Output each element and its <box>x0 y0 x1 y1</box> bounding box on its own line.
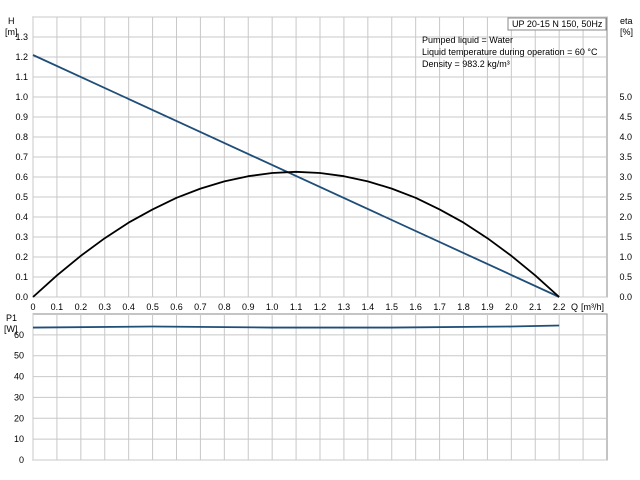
x-tick-label: 2.0 <box>505 302 518 312</box>
x-tick-label: 1.0 <box>266 302 279 312</box>
y-right-tick-label: 0.5 <box>619 272 632 282</box>
x-tick-label: 0.5 <box>146 302 159 312</box>
title-box <box>507 17 607 31</box>
y-left-tick-label: 1.3 <box>15 32 28 42</box>
y-right-tick-label: 5.0 <box>619 92 632 102</box>
y-left-tick-label: 0.5 <box>15 192 28 202</box>
y-right-tick-label: 1.5 <box>619 232 632 242</box>
x-tick-label: 0.7 <box>194 302 207 312</box>
x-tick-label: 0.2 <box>75 302 88 312</box>
x-tick-label: 2.1 <box>529 302 542 312</box>
y-left-tick-label: 0.6 <box>15 172 28 182</box>
bottom-gridlines <box>32 314 607 461</box>
efficiency-curve <box>32 170 560 298</box>
y-left-tick-label: 0.2 <box>15 252 28 262</box>
x-tick-label: 1.3 <box>338 302 351 312</box>
y-right-tick-label: 3.0 <box>619 172 632 182</box>
power-curve <box>32 324 560 329</box>
x-tick-label: 0 <box>30 302 35 312</box>
y-left-tick-label: 0.9 <box>15 112 28 122</box>
y-left-tick-label: 0.4 <box>15 212 28 222</box>
power-tick-label: 30 <box>14 392 24 402</box>
chart-title: UP 20-15 N 150, 50Hz <box>512 19 603 29</box>
x-tick-label: 0.4 <box>122 302 135 312</box>
power-tick-label: 0 <box>19 455 24 465</box>
power-tick-label: 20 <box>14 413 24 423</box>
y-left-tick-label: 0.0 <box>15 292 28 302</box>
y-left-tick-label: 1.0 <box>15 92 28 102</box>
y-left-axis-unit: [m] <box>5 27 18 37</box>
bottom-series-group <box>32 324 560 329</box>
x-tick-label: 1.6 <box>409 302 422 312</box>
power-tick-label: 10 <box>14 434 24 444</box>
power-axis-unit: [W] <box>4 324 18 334</box>
y-right-tick-label: 1.0 <box>619 252 632 262</box>
y-right-tick-label: 3.5 <box>619 152 632 162</box>
x-tick-label: 1.5 <box>385 302 398 312</box>
power-tick-label: 60 <box>14 330 24 340</box>
y-left-tick-label: 0.7 <box>15 152 28 162</box>
note-density: Density = 983.2 kg/m³ <box>422 59 510 69</box>
y-left-tick-label: 0.8 <box>15 132 28 142</box>
x-tick-label: 1.7 <box>433 302 446 312</box>
y-right-tick-label: 0.0 <box>619 292 632 302</box>
x-tick-label: 1.9 <box>481 302 494 312</box>
y-left-tick-label: 1.2 <box>15 52 28 62</box>
y-right-tick-label: 4.0 <box>619 132 632 142</box>
y-left-axis-label: H <box>8 16 15 26</box>
y-left-tick-label: 0.3 <box>15 232 28 242</box>
x-tick-label: 1.4 <box>362 302 375 312</box>
note-pumped-liquid: Pumped liquid = Water <box>422 35 513 45</box>
x-tick-label: 2.2 <box>553 302 566 312</box>
top-series-group <box>32 54 560 298</box>
x-tick-label: 1.1 <box>290 302 303 312</box>
y-right-tick-label: 2.5 <box>619 192 632 202</box>
y-right-axis-label: eta <box>620 16 633 26</box>
x-tick-label: 0.6 <box>170 302 183 312</box>
y-right-tick-label: 2.0 <box>619 212 632 222</box>
top-gridlines <box>32 16 607 298</box>
tick-labels-group: 0 0.1 0.2 0.3 0.4 0.5 0.6 0.7 0.8 0.9 1.0 1.1 1.2 1.3… <box>14 32 632 465</box>
y-right-tick-label: 4.5 <box>619 112 632 122</box>
power-tick-label: 40 <box>14 372 24 382</box>
power-tick-label: 50 <box>14 351 24 361</box>
y-left-tick-label: 0.1 <box>15 272 28 282</box>
x-tick-label: 0.9 <box>242 302 255 312</box>
x-axis-label: Q <box>571 302 578 312</box>
power-axis-label: P1 <box>6 313 17 323</box>
x-tick-label: 0.1 <box>51 302 64 312</box>
x-tick-label: 1.2 <box>314 302 327 312</box>
x-tick-label: 1.8 <box>457 302 470 312</box>
x-tick-label: 0.8 <box>218 302 231 312</box>
y-left-tick-label: 1.1 <box>15 72 28 82</box>
y-right-axis-unit: [%] <box>620 27 633 37</box>
head-curve <box>32 54 560 298</box>
x-axis-unit: [m³/h] <box>581 302 604 312</box>
x-tick-label: 0.3 <box>98 302 111 312</box>
note-liquid-temperature: Liquid temperature during operation = 60… <box>422 47 598 57</box>
